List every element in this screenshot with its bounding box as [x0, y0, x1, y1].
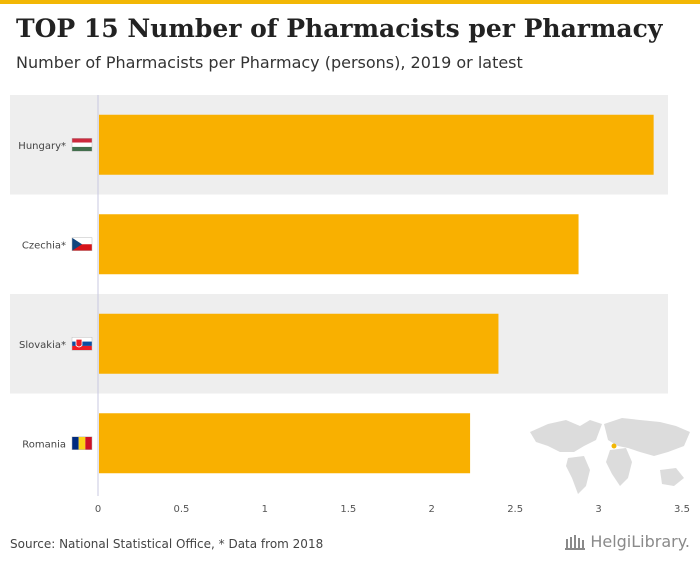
hungary-flag-icon	[71, 138, 93, 152]
x-tick-label: 3.5	[674, 504, 690, 515]
category-label: Czechia*	[22, 240, 66, 251]
x-tick-label: 2.5	[507, 504, 523, 515]
bar	[99, 413, 471, 474]
x-tick-label: 0.5	[173, 504, 189, 515]
chart-subtitle: Number of Pharmacists per Pharmacy (pers…	[16, 53, 523, 72]
category-label: Slovakia*	[19, 340, 66, 351]
top-accent-line	[0, 0, 700, 4]
x-tick-label: 2	[429, 504, 435, 515]
x-tick-label: 0	[95, 504, 101, 515]
x-tick-label: 1	[262, 504, 268, 515]
romania-flag-icon	[71, 436, 93, 450]
world-map-icon	[530, 418, 690, 494]
brand-logo[interactable]: HelgiLibrary.	[564, 532, 690, 551]
bar	[99, 214, 579, 275]
bar	[99, 313, 499, 374]
library-icon	[565, 534, 586, 550]
x-tick-label: 1.5	[340, 504, 356, 515]
x-tick-label: 3	[595, 504, 601, 515]
category-label: Romania	[22, 439, 66, 450]
bar	[99, 114, 654, 175]
category-label: Hungary*	[18, 141, 66, 152]
source-note: Source: National Statistical Office, * D…	[10, 537, 324, 551]
czechia-flag-icon	[71, 237, 93, 251]
brand-name: HelgiLibrary.	[590, 532, 690, 551]
slovakia-flag-icon	[71, 337, 93, 351]
chart-title: TOP 15 Number of Pharmacists per Pharmac…	[16, 14, 663, 43]
